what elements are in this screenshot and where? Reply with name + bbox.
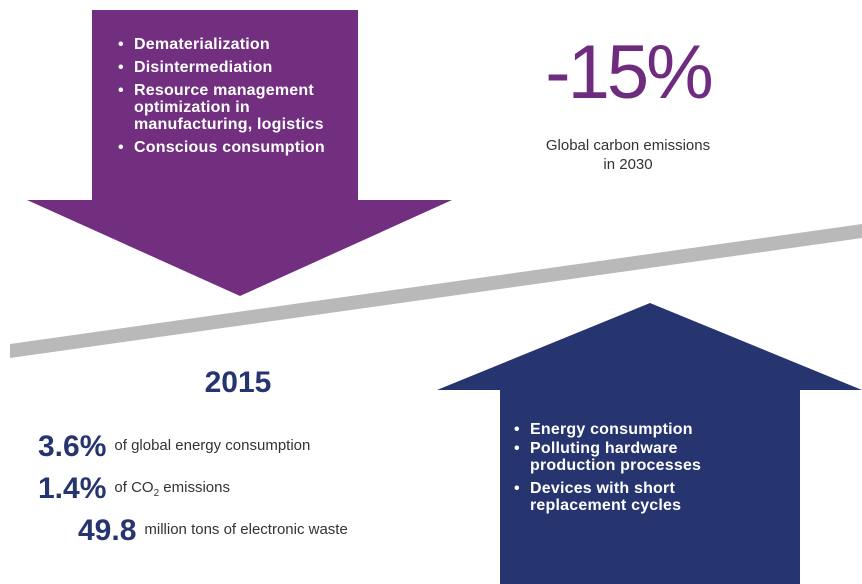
bullet-item: Dematerialization [118, 36, 358, 53]
bullet-item: Conscious consumption [118, 139, 358, 156]
stat-value: 1.4% [38, 472, 107, 505]
bottom-arrow-list: Energy consumption Polluting hardware pro… [514, 421, 744, 516]
bullet-item: Polluting hardware production processes [514, 440, 744, 474]
bullet-item: Devices with short replacement cycles [514, 480, 744, 514]
bullet-item: Disintermediation [118, 59, 358, 76]
headline-value: -15% [545, 30, 713, 115]
stat-row: 49.8 million tons of electronic waste [78, 514, 348, 548]
stat-text-part: of global energy consumption [114, 437, 311, 454]
stat-row: 1.4% of CO2 emissions [38, 472, 230, 506]
stat-text: million tons of electronic waste [144, 521, 347, 538]
stat-text-part: of CO [114, 479, 154, 496]
bullet-item: Resource management optimization in manu… [118, 82, 358, 133]
divider-line [10, 224, 862, 358]
stat-row: 3.6% of global energy consumption [38, 430, 310, 464]
stat-value: 3.6% [38, 430, 107, 463]
year: 2015 [204, 366, 272, 399]
top-arrow-list: Dematerialization Disintermediation Resour… [118, 36, 358, 162]
stat-text: of CO2 emissions [114, 479, 230, 499]
bullet-item: Energy consumption [514, 421, 744, 438]
stat-text-part: million tons of electronic waste [144, 521, 348, 538]
stat-value: 49.8 [78, 514, 137, 547]
headline-caption: Global carbon emissions in 2030 [545, 137, 711, 173]
stat-text: of global energy consumption [114, 437, 310, 454]
subscript: 2 [153, 488, 160, 499]
stat-text-part: emissions [159, 479, 230, 496]
